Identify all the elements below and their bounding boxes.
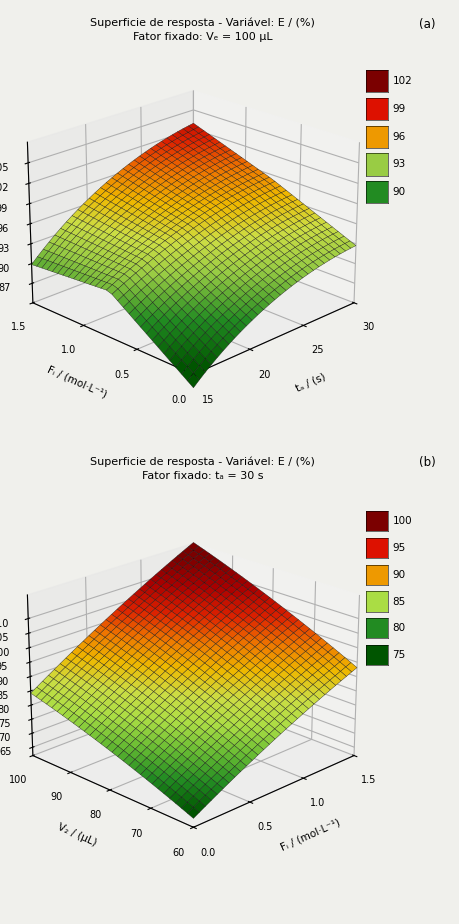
- Y-axis label: V₂ / (μL): V₂ / (μL): [56, 822, 97, 848]
- Text: Fator fixado: tₐ = 30 s: Fator fixado: tₐ = 30 s: [141, 471, 263, 481]
- Text: 90: 90: [392, 570, 405, 579]
- Text: 99: 99: [392, 104, 405, 114]
- Text: Superficie de resposta - Variável: E / (%): Superficie de resposta - Variável: E / (…: [90, 18, 314, 28]
- X-axis label: tₐ / (s): tₐ / (s): [293, 371, 326, 394]
- Text: 80: 80: [392, 624, 405, 633]
- Text: 100: 100: [392, 517, 411, 526]
- Text: Superficie de resposta - Variável: E / (%): Superficie de resposta - Variável: E / (…: [90, 456, 314, 467]
- Text: 85: 85: [392, 597, 405, 606]
- Text: 95: 95: [392, 543, 405, 553]
- Text: Fator fixado: Vₑ = 100 μL: Fator fixado: Vₑ = 100 μL: [132, 32, 272, 43]
- Text: 75: 75: [392, 650, 405, 660]
- Y-axis label: Fᵢ / (mol·L⁻¹): Fᵢ / (mol·L⁻¹): [45, 365, 108, 400]
- Text: (a): (a): [418, 18, 434, 30]
- Text: 102: 102: [392, 77, 411, 86]
- Text: 96: 96: [392, 132, 405, 141]
- Text: 93: 93: [392, 160, 405, 169]
- X-axis label: Fᵢ / (mol·L⁻¹): Fᵢ / (mol·L⁻¹): [278, 818, 341, 853]
- Text: 90: 90: [392, 188, 405, 197]
- Text: (b): (b): [418, 456, 434, 469]
